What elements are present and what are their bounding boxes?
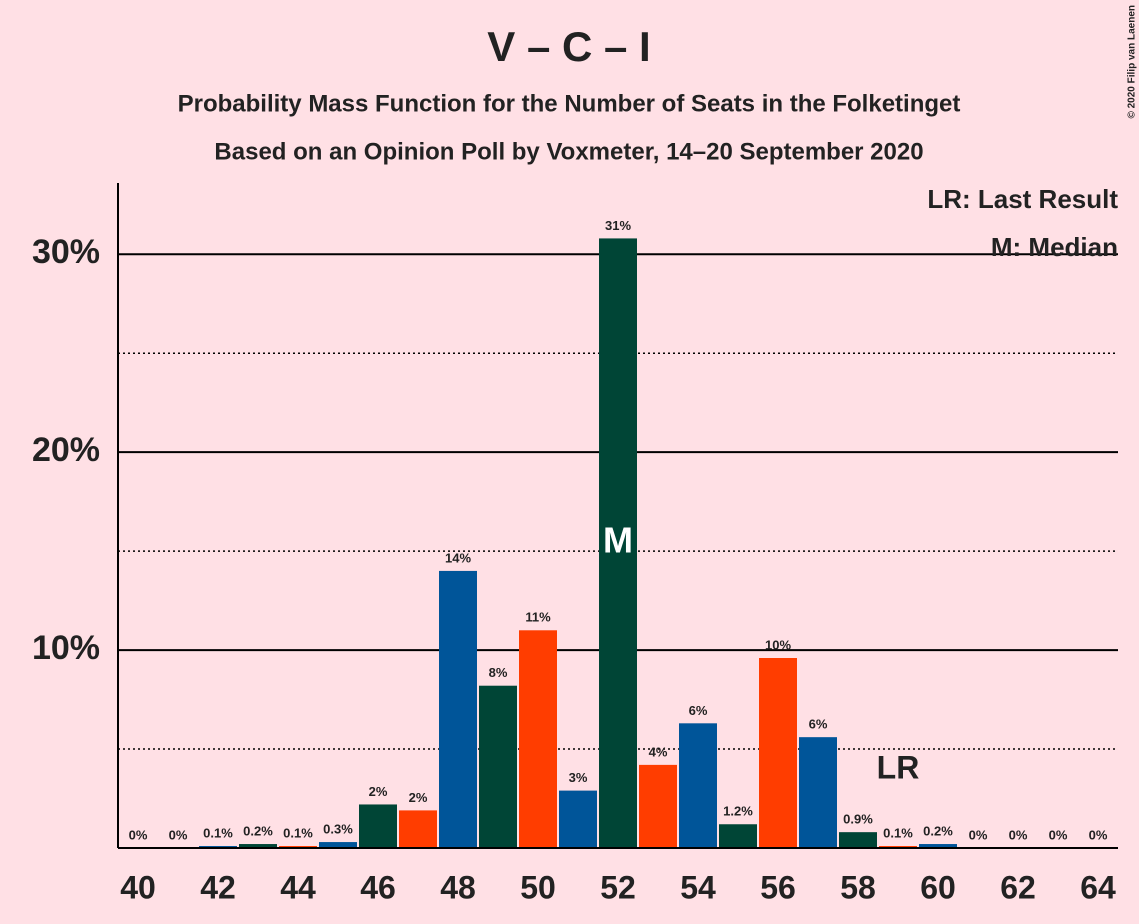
- value-label: 3%: [569, 770, 588, 785]
- value-label: 0%: [129, 827, 148, 842]
- bar: [919, 844, 957, 848]
- value-label: 8%: [489, 665, 508, 680]
- value-label: 11%: [525, 610, 551, 625]
- bar: [319, 842, 357, 848]
- last-result-marker: LR: [877, 749, 920, 785]
- copyright: © 2020 Filip van Laenen: [1127, 5, 1138, 119]
- bar: [839, 832, 877, 848]
- x-tick-label: 46: [360, 869, 396, 905]
- chart-title: V – C – I: [487, 23, 650, 70]
- value-label: 0.1%: [203, 825, 233, 840]
- x-tick-label: 52: [600, 869, 636, 905]
- value-label: 6%: [689, 703, 708, 718]
- value-label: 0.1%: [283, 825, 313, 840]
- bar: [799, 737, 837, 848]
- bar: [599, 238, 637, 848]
- x-tick-label: 50: [520, 869, 556, 905]
- bar: [639, 764, 677, 848]
- x-tick-label: 48: [440, 869, 476, 905]
- y-tick-label: 30%: [32, 233, 100, 271]
- value-label: 4%: [649, 744, 668, 759]
- value-label: 31%: [605, 218, 631, 233]
- value-label: 0%: [1049, 827, 1068, 842]
- legend-entry: M: Median: [991, 232, 1118, 262]
- x-tick-label: 42: [200, 869, 236, 905]
- x-tick-label: 56: [760, 869, 796, 905]
- value-label: 2%: [369, 784, 388, 799]
- value-label: 0%: [169, 827, 188, 842]
- bar: [479, 685, 517, 848]
- subtitle: Based on an Opinion Poll by Voxmeter, 14…: [214, 138, 923, 165]
- value-label: 14%: [445, 550, 471, 565]
- value-label: 0%: [969, 827, 988, 842]
- value-label: 6%: [809, 717, 828, 732]
- bar: [399, 810, 437, 848]
- median-marker: M: [603, 520, 633, 561]
- x-tick-label: 40: [120, 869, 156, 905]
- value-label: 0.1%: [883, 825, 913, 840]
- bar: [239, 844, 277, 848]
- y-tick-label: 10%: [32, 629, 100, 667]
- subtitle: Probability Mass Function for the Number…: [178, 90, 961, 117]
- x-tick-label: 44: [280, 869, 316, 905]
- value-label: 0.9%: [843, 812, 873, 827]
- x-tick-label: 58: [840, 869, 876, 905]
- bar: [519, 630, 557, 848]
- value-label: 0.2%: [923, 823, 953, 838]
- value-label: 10%: [765, 637, 791, 652]
- x-tick-label: 64: [1080, 869, 1116, 905]
- legend-entry: LR: Last Result: [927, 184, 1118, 214]
- bar: [359, 804, 397, 848]
- bar: [559, 790, 597, 848]
- value-label: 0.3%: [323, 822, 353, 837]
- bar: [759, 658, 797, 848]
- bar: [439, 570, 477, 848]
- value-label: 0%: [1089, 827, 1108, 842]
- value-label: 0%: [1009, 827, 1028, 842]
- value-label: 1.2%: [723, 804, 753, 819]
- bar: [679, 723, 717, 848]
- x-tick-label: 54: [680, 869, 716, 905]
- value-label: 0.2%: [243, 823, 273, 838]
- y-tick-label: 20%: [32, 431, 100, 469]
- x-tick-label: 62: [1000, 869, 1036, 905]
- bar: [719, 824, 757, 848]
- x-tick-label: 60: [920, 869, 956, 905]
- value-label: 2%: [409, 790, 428, 805]
